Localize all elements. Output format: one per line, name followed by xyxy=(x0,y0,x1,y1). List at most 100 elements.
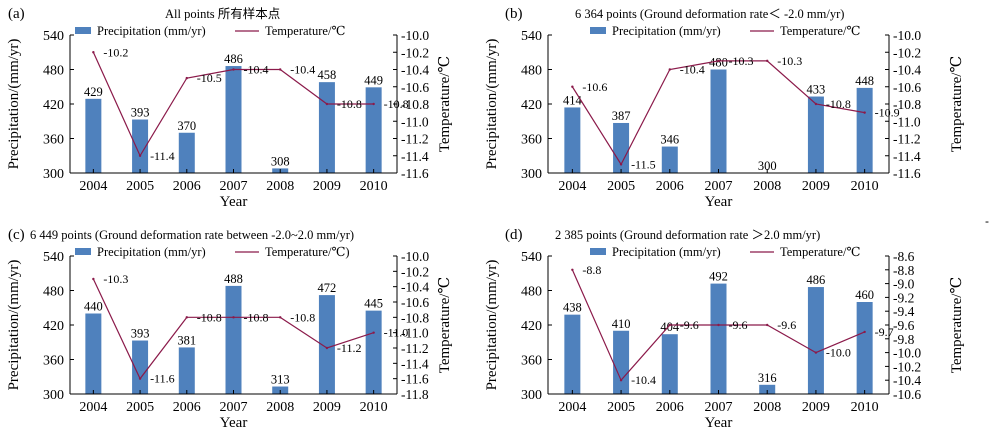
x-tick-label: 2009 xyxy=(313,400,341,415)
bar-value-label: 346 xyxy=(660,133,679,147)
y-tick-label: 480 xyxy=(43,285,64,300)
y2-tick-label: -10.8 xyxy=(401,97,429,112)
legend-swatch-precipitation xyxy=(75,248,91,255)
temperature-point xyxy=(717,59,720,63)
temperature-value-label: -10.6 xyxy=(582,80,607,94)
y2-tick-label: -11.2 xyxy=(893,132,921,147)
temperature-value-label: -10.4 xyxy=(290,63,315,77)
bar-2005 xyxy=(132,340,149,394)
y2-tick-label: -9.4 xyxy=(893,304,915,319)
y-tick-label: 540 xyxy=(521,29,542,44)
temperature-value-label: -10.8 xyxy=(826,97,851,111)
temperature-value-label: -11.2 xyxy=(337,341,362,355)
x-tick-label: 2008 xyxy=(266,400,294,415)
temperature-value-label: -10.3 xyxy=(729,54,754,68)
x-tick-label: 2006 xyxy=(656,179,684,194)
temperature-value-label: -10.8 xyxy=(197,310,222,324)
y-tick-label: 480 xyxy=(521,64,542,79)
bar-2010 xyxy=(365,87,382,173)
legend-label-precipitation: Precipitation (mm/yr) xyxy=(97,24,206,38)
temperature-value-label: -9.7 xyxy=(875,325,894,339)
temperature-point xyxy=(619,163,623,166)
y-tick-label: 540 xyxy=(521,250,542,265)
bar-value-label: 458 xyxy=(318,68,337,82)
bar-2010 xyxy=(365,310,382,394)
x-tick-label: 2004 xyxy=(558,400,586,415)
temperature-point xyxy=(372,331,375,334)
bar-2009 xyxy=(318,295,335,394)
bar-2007 xyxy=(225,66,242,173)
y2-tick-label: -10.8 xyxy=(401,310,429,325)
bar-2004 xyxy=(564,107,581,173)
bar-value-label: 429 xyxy=(84,85,103,99)
y-axis-title: Precipitation/(mm/yr) xyxy=(484,260,500,391)
x-tick-label: 2010 xyxy=(360,179,388,194)
bar-value-label: 393 xyxy=(131,327,150,341)
panel-label: (d) xyxy=(505,227,523,243)
x-tick-label: 2010 xyxy=(851,179,879,194)
bar-value-label: 472 xyxy=(318,281,337,295)
y2-tick-label: -10.6 xyxy=(893,80,921,95)
temperature-point xyxy=(619,379,623,382)
bar-value-label: 449 xyxy=(364,73,383,87)
y-axis-title: Precipitation/(mm/yr) xyxy=(6,39,22,170)
x-axis-title: Year xyxy=(220,415,248,431)
bar-2010 xyxy=(856,302,873,394)
y2-tick-label: -11.6 xyxy=(401,166,429,181)
panel-title: 6 449 points (Ground deformation rate be… xyxy=(30,228,354,242)
y-tick-label: 420 xyxy=(43,98,64,113)
temperature-point xyxy=(814,351,818,354)
temperature-point xyxy=(185,316,188,319)
y2-tick-label: -11.4 xyxy=(401,149,429,164)
y-tick-label: 420 xyxy=(521,319,542,334)
x-tick-label: 2009 xyxy=(802,179,830,194)
temperature-point xyxy=(279,316,282,319)
temperature-value-label: -8.8 xyxy=(582,263,601,277)
legend-label-temperature: Temperature/℃) xyxy=(265,245,350,259)
temperature-value-label: -11.4 xyxy=(150,149,175,163)
bar-2004 xyxy=(564,314,581,394)
bar-value-label: 387 xyxy=(612,109,631,123)
x-tick-label: 2009 xyxy=(313,179,341,194)
bar-value-label: 440 xyxy=(84,300,103,314)
y2-tick-label: -10.2 xyxy=(401,45,429,60)
panel-title: 6 364 points (Ground deformation rate＜ -… xyxy=(575,7,844,21)
temperature-point xyxy=(138,154,142,157)
y2-tick-label: -11.0 xyxy=(401,114,429,129)
bar-2004 xyxy=(85,313,102,394)
temperature-value-label: -9.6 xyxy=(680,318,699,332)
y2-tick-label: -10.4 xyxy=(893,373,921,388)
bar-2005 xyxy=(613,330,630,394)
y-axis-title: Precipitation/(mm/yr) xyxy=(6,260,22,391)
legend-label-temperature: Temperature/℃ xyxy=(265,24,345,38)
legend-label-precipitation: Precipitation (mm/yr) xyxy=(612,24,721,38)
bar-value-label: 433 xyxy=(807,83,826,97)
y2-axis-title: Temperature/℃ xyxy=(437,277,453,374)
x-tick-label: 2004 xyxy=(79,400,107,415)
y2-tick-label: -10.2 xyxy=(893,359,921,374)
legend-label-temperature: Temperature/℃ xyxy=(780,245,860,259)
chart-panel-d: (d) 2 385 points (Ground deformation rate… xyxy=(484,227,965,431)
temperature-value-label: -10.9 xyxy=(875,106,900,120)
temperature-value-label: -10.2 xyxy=(103,45,128,59)
y2-axis-title: Temperature/℃ xyxy=(949,277,965,374)
x-axis-title: Year xyxy=(220,194,248,210)
y2-tick-label: -10.0 xyxy=(401,28,429,43)
y2-tick-label: -10.6 xyxy=(401,295,429,310)
x-tick-label: 2006 xyxy=(173,179,201,194)
temperature-point xyxy=(668,68,671,71)
y2-tick-label: -10.0 xyxy=(893,28,921,43)
x-tick-label: 2005 xyxy=(607,179,635,194)
temperature-point xyxy=(325,102,329,106)
x-tick-label: 2010 xyxy=(360,400,388,415)
bar-2005 xyxy=(132,119,149,173)
x-tick-label: 2005 xyxy=(607,400,635,415)
x-tick-label: 2008 xyxy=(266,179,294,194)
x-tick-label: 2005 xyxy=(126,400,154,415)
x-tick-label: 2010 xyxy=(851,400,879,415)
y-tick-label: 300 xyxy=(521,167,542,182)
y-tick-label: 540 xyxy=(43,250,64,265)
temperature-point xyxy=(571,85,574,88)
